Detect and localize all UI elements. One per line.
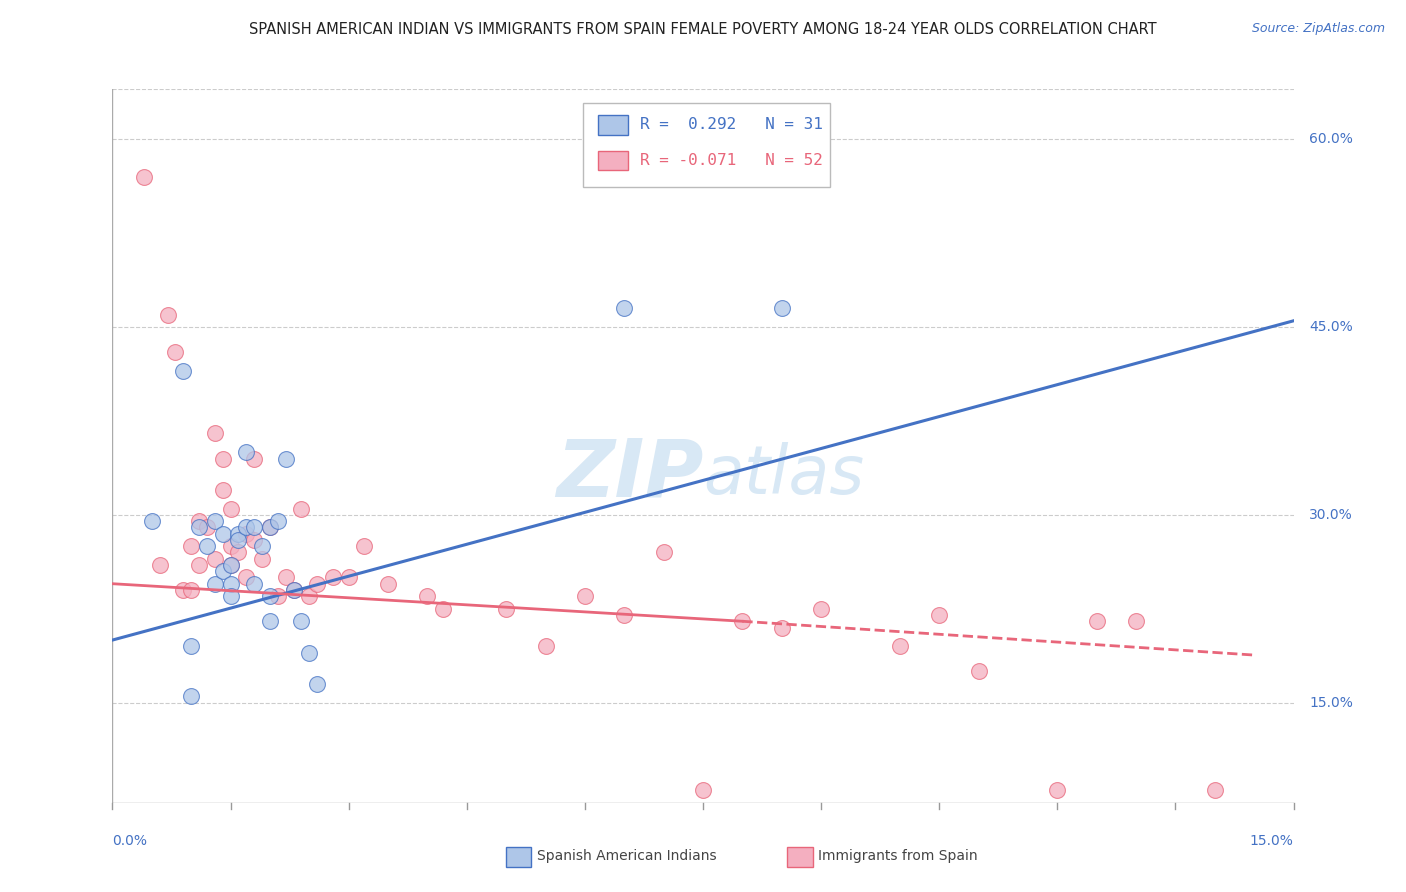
Point (810, 601, 832, 615)
Point (219, 501, 242, 516)
Point (259, 614, 281, 628)
Point (267, 514, 290, 528)
Point (219, 558, 242, 572)
Point (211, 526, 233, 541)
Text: SPANISH AMERICAN INDIAN VS IMMIGRANTS FROM SPAIN FEMALE POVERTY AMONG 18-24 YEAR: SPANISH AMERICAN INDIAN VS IMMIGRANTS FR… (249, 22, 1157, 37)
Point (188, 558, 211, 572)
Point (495, 601, 517, 615)
Point (613, 301, 636, 316)
Point (534, 640, 557, 654)
Point (172, 582, 194, 597)
Point (377, 576, 399, 591)
Point (235, 445, 257, 459)
Point (188, 520, 211, 534)
Point (307, 576, 329, 591)
Point (770, 301, 793, 316)
Point (1125, 614, 1147, 628)
Point (290, 501, 312, 516)
Text: 45.0%: 45.0% (1309, 320, 1353, 334)
Point (204, 551, 226, 566)
Point (219, 576, 242, 591)
Point (731, 614, 754, 628)
Point (274, 451, 297, 466)
Point (180, 539, 202, 553)
Text: 30.0%: 30.0% (1309, 508, 1353, 522)
Point (574, 589, 596, 603)
Point (353, 539, 375, 553)
Text: 0.0%: 0.0% (112, 834, 148, 848)
Point (416, 589, 439, 603)
Point (770, 621, 793, 635)
Point (259, 520, 281, 534)
Point (290, 614, 312, 628)
Point (692, 783, 714, 797)
Point (156, 308, 179, 322)
Point (228, 533, 250, 547)
Point (219, 558, 242, 572)
Point (613, 607, 636, 622)
Text: R = -0.071   N = 52: R = -0.071 N = 52 (640, 153, 823, 168)
Point (243, 576, 266, 591)
Point (195, 539, 218, 553)
Point (172, 364, 194, 378)
Point (259, 589, 281, 603)
Point (180, 690, 202, 704)
Point (283, 582, 305, 597)
Point (228, 545, 250, 559)
Text: 60.0%: 60.0% (1309, 132, 1353, 146)
Point (141, 514, 163, 528)
Point (228, 526, 250, 541)
Point (165, 345, 187, 359)
Point (243, 533, 266, 547)
Point (298, 646, 321, 660)
Point (204, 426, 226, 441)
Point (211, 451, 233, 466)
Text: 15.0%: 15.0% (1250, 834, 1294, 848)
Point (180, 582, 202, 597)
Point (267, 589, 290, 603)
Point (298, 589, 321, 603)
Point (235, 520, 257, 534)
Point (180, 640, 202, 654)
Point (149, 558, 172, 572)
Point (132, 169, 155, 184)
Point (274, 570, 297, 584)
Point (652, 545, 675, 559)
Point (283, 582, 305, 597)
Point (211, 564, 233, 578)
Point (219, 589, 242, 603)
Point (259, 520, 281, 534)
Text: Immigrants from Spain: Immigrants from Spain (818, 849, 979, 863)
Point (307, 677, 329, 691)
Point (1085, 614, 1108, 628)
Point (211, 483, 233, 497)
Point (432, 601, 454, 615)
Point (1046, 783, 1069, 797)
Point (337, 570, 360, 584)
Point (1204, 783, 1226, 797)
Text: ZIP: ZIP (555, 435, 703, 514)
Point (235, 570, 257, 584)
Point (250, 551, 273, 566)
Point (243, 451, 266, 466)
Point (322, 570, 344, 584)
Point (204, 576, 226, 591)
Point (195, 520, 218, 534)
Point (243, 520, 266, 534)
Point (204, 514, 226, 528)
Text: R =  0.292   N = 31: R = 0.292 N = 31 (640, 118, 823, 132)
Text: 15.0%: 15.0% (1309, 696, 1353, 710)
Point (889, 640, 911, 654)
Point (235, 526, 257, 541)
Point (188, 514, 211, 528)
Point (250, 539, 273, 553)
Point (219, 539, 242, 553)
Text: atlas: atlas (703, 442, 865, 508)
Point (967, 665, 990, 679)
Text: Source: ZipAtlas.com: Source: ZipAtlas.com (1251, 22, 1385, 36)
Text: Spanish American Indians: Spanish American Indians (537, 849, 717, 863)
Point (928, 607, 950, 622)
